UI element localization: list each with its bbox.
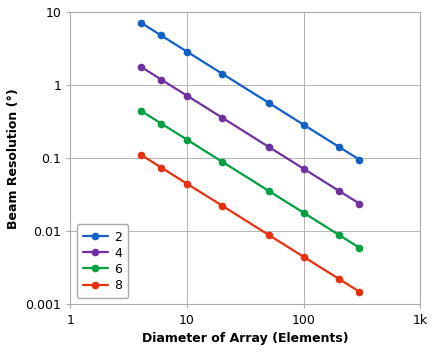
X-axis label: Diameter of Array (Elements): Diameter of Array (Elements) xyxy=(142,332,348,345)
2 xyxy=(138,20,143,25)
4 xyxy=(138,64,143,69)
6 xyxy=(335,233,341,237)
4 xyxy=(300,167,306,171)
4 xyxy=(158,77,164,82)
2 xyxy=(219,71,224,76)
Legend: 2, 4, 6, 8: 2, 4, 6, 8 xyxy=(76,224,128,298)
6 xyxy=(138,108,143,113)
6 xyxy=(184,138,189,142)
8 xyxy=(266,233,271,237)
Line: 4: 4 xyxy=(137,63,362,207)
2 xyxy=(184,50,189,54)
8 xyxy=(158,165,164,170)
Line: 2: 2 xyxy=(137,19,362,163)
Line: 6: 6 xyxy=(137,107,362,251)
Line: 8: 8 xyxy=(137,151,362,295)
4 xyxy=(219,115,224,120)
8 xyxy=(184,182,189,186)
4 xyxy=(266,145,271,149)
6 xyxy=(356,246,361,250)
6 xyxy=(266,189,271,193)
8 xyxy=(219,203,224,208)
Y-axis label: Beam Resolution (°): Beam Resolution (°) xyxy=(7,88,20,228)
8 xyxy=(356,290,361,294)
8 xyxy=(138,152,143,157)
2 xyxy=(158,33,164,38)
8 xyxy=(335,277,341,281)
2 xyxy=(300,123,306,127)
2 xyxy=(335,145,341,149)
2 xyxy=(356,158,361,162)
4 xyxy=(356,202,361,206)
4 xyxy=(184,94,189,98)
6 xyxy=(219,160,224,164)
2 xyxy=(266,101,271,105)
6 xyxy=(158,121,164,126)
4 xyxy=(335,189,341,193)
8 xyxy=(300,255,306,259)
6 xyxy=(300,211,306,215)
